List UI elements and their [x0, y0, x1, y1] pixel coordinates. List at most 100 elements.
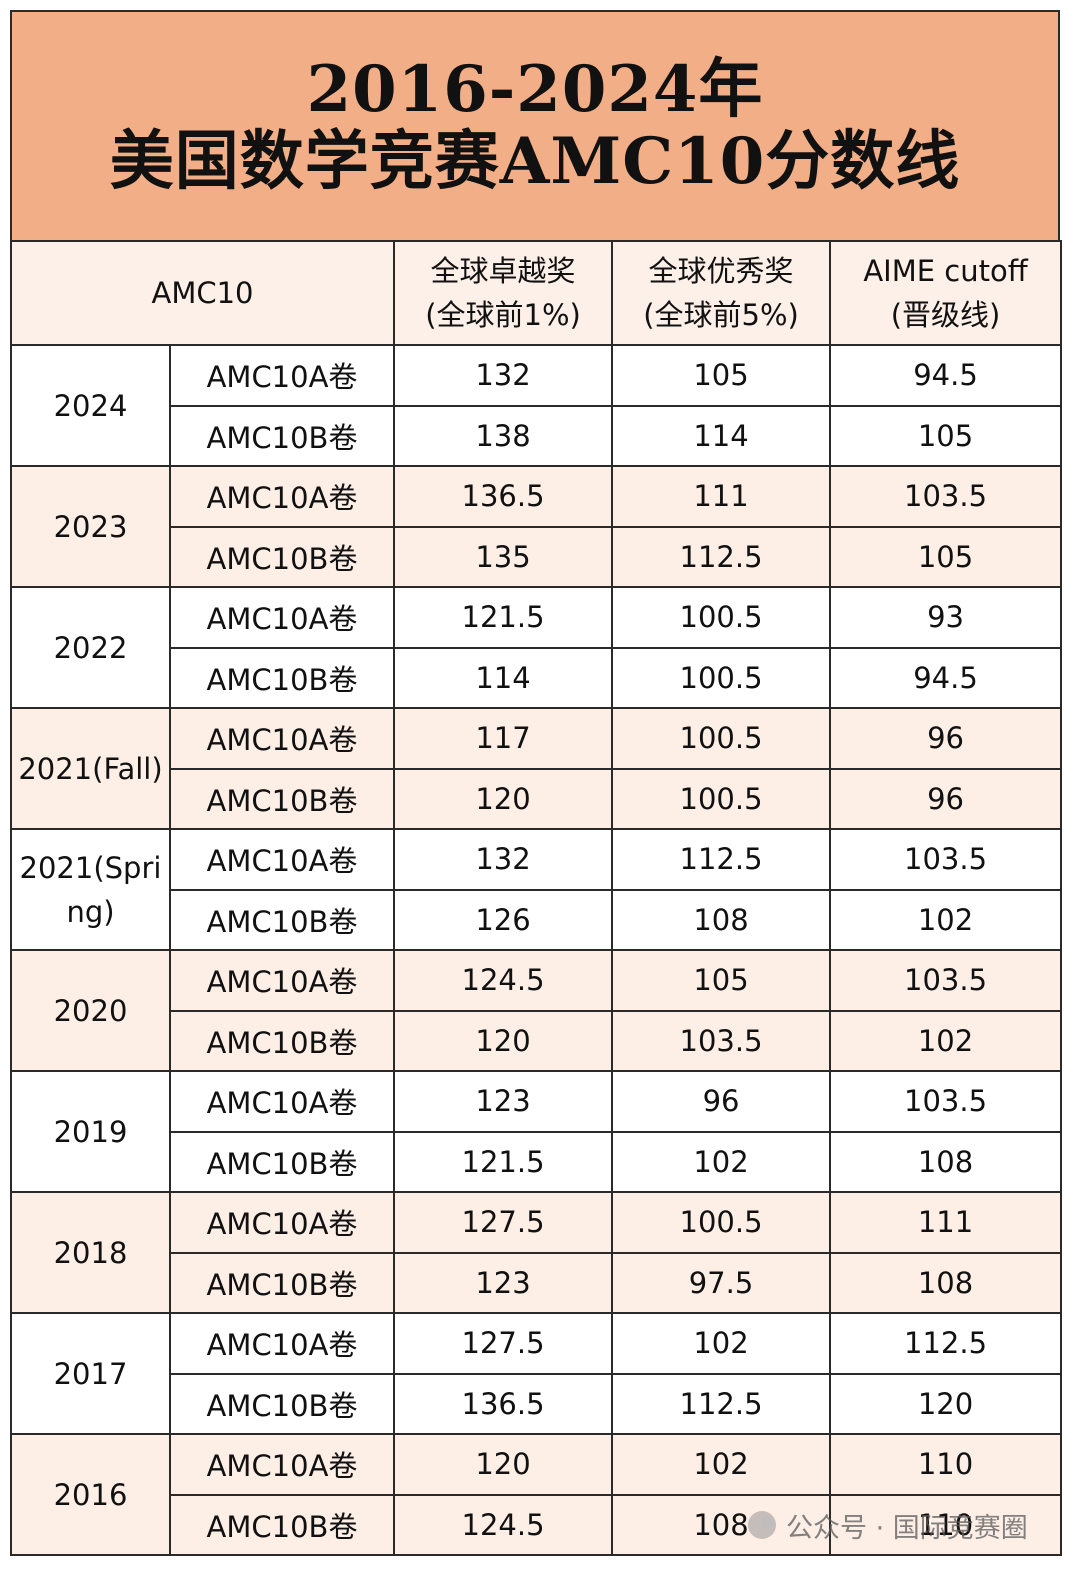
top1-cell: 114 [393, 646, 614, 709]
aime-cell: 94.5 [829, 344, 1063, 407]
aime-cell: 112.5 [829, 1312, 1063, 1375]
aime-cell: 102 [829, 888, 1063, 951]
table-row: AMC10B卷 121.5 102 108 [11, 1130, 1063, 1193]
paper-cell: AMC10A卷 [168, 828, 396, 891]
table-row: AMC10B卷 120 100.5 96 [11, 767, 1063, 830]
aime-cell: 120 [829, 1372, 1063, 1435]
year-text: 2023 [53, 509, 128, 544]
header-top1-note: (全球前1%) [425, 298, 581, 332]
header-top5: 全球优秀奖 (全球前5%) [611, 240, 832, 346]
table-row: 2023 AMC10A卷 136.5 111 103.5 [10, 465, 1063, 588]
top1-cell: 136.5 [393, 1372, 614, 1435]
aime-cell: 102 [829, 1009, 1063, 1072]
aime-cell: 96 [829, 707, 1063, 770]
top5-cell: 100.5 [611, 707, 832, 770]
header-aime-note: (晋级线) [890, 298, 1001, 332]
top5-cell: 103.5 [611, 1009, 832, 1072]
year-cell: 2016 [10, 1433, 171, 1556]
top1-cell: 124.5 [393, 1493, 614, 1556]
aime-cell: 103.5 [829, 949, 1063, 1012]
year-cell: 2017 [10, 1312, 171, 1435]
paper-cell: AMC10A卷 [168, 344, 396, 407]
top5-cell: 102 [611, 1130, 832, 1193]
paper-cell: AMC10A卷 [168, 586, 396, 649]
top1-cell: 132 [393, 828, 614, 891]
paper-cell: AMC10A卷 [168, 707, 396, 770]
top5-cell: 105 [611, 949, 832, 1012]
table-row: AMC10B卷 136.5 112.5 120 [11, 1372, 1063, 1435]
table-row: AMC10B卷 124.5 108 110 [11, 1493, 1063, 1556]
year-text: 2024 [53, 388, 128, 423]
top1-cell: 136.5 [393, 465, 614, 528]
wechat-logo-icon [748, 1511, 776, 1539]
paper-cell: AMC10B卷 [168, 1009, 396, 1072]
year-text: 2021(Spri [19, 850, 162, 885]
paper-cell: AMC10B卷 [168, 888, 396, 951]
year-cell: 2019 [10, 1070, 171, 1193]
top1-cell: 127.5 [393, 1312, 614, 1375]
header-aime: AIME cutoff (晋级线) [829, 240, 1063, 346]
year-text: 2022 [53, 630, 128, 665]
table-row: 2018 AMC10A卷 127.5 100.5 111 [10, 1191, 1063, 1314]
paper-cell: AMC10B卷 [168, 404, 396, 467]
top5-cell: 105 [611, 344, 832, 407]
aime-cell: 103.5 [829, 465, 1063, 528]
table-row: 2017 AMC10A卷 127.5 102 112.5 [10, 1312, 1063, 1435]
year-cell: 2023 [10, 465, 171, 588]
top1-cell: 127.5 [393, 1191, 614, 1254]
top1-cell: 126 [393, 888, 614, 951]
table-row: 2019 AMC10A卷 123 96 103.5 [10, 1070, 1063, 1193]
watermark-text: 公众号 · 国际竞赛圈 [786, 1512, 1028, 1544]
table-row: 2020 AMC10A卷 124.5 105 103.5 [10, 949, 1063, 1072]
aime-cell: 111 [829, 1191, 1063, 1254]
top5-cell: 108 [611, 888, 832, 951]
aime-cell: 110 [829, 1493, 1063, 1556]
paper-cell: AMC10A卷 [168, 1191, 396, 1254]
paper-cell: AMC10B卷 [168, 1493, 396, 1556]
aime-cell: 110 [829, 1433, 1063, 1496]
header-amc10: AMC10 [9, 240, 396, 346]
top1-cell: 121.5 [393, 586, 614, 649]
table-row: 2024 AMC10A卷 132 105 94.5 [10, 344, 1063, 467]
header-top1: 全球卓越奖 (全球前1%) [393, 240, 614, 346]
table-row: AMC10B卷 138 114 105 [11, 404, 1063, 467]
top5-cell: 96 [611, 1070, 832, 1133]
year-text: 2019 [53, 1114, 128, 1149]
top5-cell: 108 [611, 1493, 832, 1556]
header-top5-note: (全球前5%) [643, 298, 799, 332]
paper-cell: AMC10A卷 [168, 1433, 396, 1496]
paper-cell: AMC10A卷 [168, 1070, 396, 1133]
top1-cell: 138 [393, 404, 614, 467]
table-row: 2021(Fall) AMC10A卷 117 100.5 96 [10, 707, 1063, 830]
top1-cell: 123 [393, 1251, 614, 1314]
year-cell: 2020 [10, 949, 171, 1072]
top5-cell: 97.5 [611, 1251, 832, 1314]
year-text: 2018 [53, 1235, 128, 1270]
title-line-2: 美国数学竞赛AMC10分数线 [109, 124, 961, 199]
top1-cell: 120 [393, 1433, 614, 1496]
table-row: AMC10B卷 120 103.5 102 [11, 1009, 1063, 1072]
paper-cell: AMC10B卷 [168, 1251, 396, 1314]
table-row: 2022 AMC10A卷 121.5 100.5 93 [10, 586, 1063, 709]
top1-cell: 120 [393, 1009, 614, 1072]
top1-cell: 123 [393, 1070, 614, 1133]
top5-cell: 100.5 [611, 586, 832, 649]
top1-cell: 132 [393, 344, 614, 407]
top1-cell: 117 [393, 707, 614, 770]
watermark: 公众号 · 国际竞赛圈 [748, 1505, 1028, 1545]
header-top1-label: 全球卓越奖 [430, 254, 576, 288]
table-header-row: AMC10 全球卓越奖 (全球前1%) 全球优秀奖 (全球前5%) AIME c… [9, 240, 1063, 346]
year-cell: 2024 [10, 344, 171, 467]
year-text: 2021(Fall) [18, 751, 163, 786]
table-row: AMC10B卷 123 97.5 108 [11, 1251, 1063, 1314]
year-text: 2017 [53, 1356, 128, 1391]
year-text: 2020 [53, 993, 128, 1028]
paper-cell: AMC10B卷 [168, 1130, 396, 1193]
score-table: AMC10 全球卓越奖 (全球前1%) 全球优秀奖 (全球前5%) AIME c… [9, 240, 1063, 1556]
paper-cell: AMC10A卷 [168, 1312, 396, 1375]
aime-cell: 103.5 [829, 1070, 1063, 1133]
table-row: 2016 AMC10A卷 120 102 110 [10, 1433, 1063, 1556]
year-cell: 2021(Spri ng) [10, 828, 171, 951]
top5-cell: 112.5 [611, 1372, 832, 1435]
top5-cell: 100.5 [611, 646, 832, 709]
